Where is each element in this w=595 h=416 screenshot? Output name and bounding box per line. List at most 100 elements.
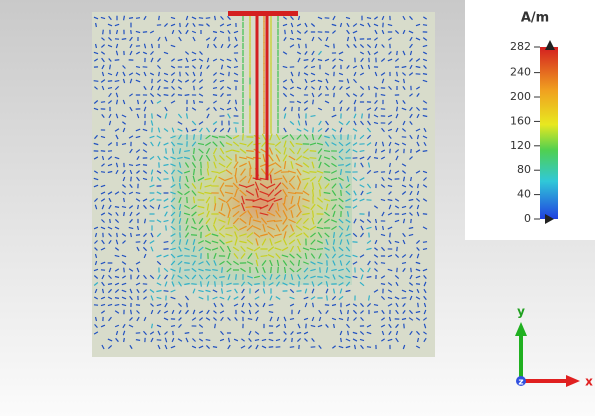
current-arrow — [115, 207, 119, 208]
current-arrow — [115, 60, 120, 61]
current-arrow — [215, 281, 216, 286]
current-arrow — [278, 267, 279, 273]
current-arrow — [205, 270, 210, 271]
current-arrow — [334, 232, 335, 238]
current-arrow — [367, 18, 371, 19]
current-arrow — [208, 162, 209, 169]
current-arrow — [369, 295, 370, 300]
current-arrow — [313, 303, 314, 307]
current-arrow — [96, 23, 97, 27]
current-arrow — [115, 298, 119, 299]
current-arrow — [108, 284, 112, 285]
current-arrow — [236, 127, 237, 132]
current-arrow — [271, 267, 272, 273]
current-arrow — [136, 235, 140, 236]
current-arrow — [355, 135, 356, 140]
current-arrow — [124, 212, 125, 216]
current-arrow — [201, 134, 202, 140]
current-arrow — [246, 151, 254, 152]
current-arrow — [341, 190, 342, 196]
current-arrow — [194, 134, 195, 139]
tick-label: 200 — [510, 90, 531, 103]
tick-label: 0 — [524, 212, 531, 225]
current-arrow — [376, 149, 377, 154]
current-arrow — [215, 324, 216, 328]
current-arrow — [213, 347, 217, 348]
current-arrow — [402, 298, 407, 299]
current-arrow — [131, 233, 132, 237]
current-arrow — [213, 95, 217, 96]
current-arrow — [101, 172, 105, 173]
current-arrow — [131, 310, 132, 315]
current-arrow — [187, 303, 188, 308]
current-arrow — [185, 333, 190, 334]
current-arrow — [108, 88, 112, 89]
current-arrow — [290, 347, 294, 348]
current-arrow — [124, 16, 125, 20]
current-arrow — [348, 317, 349, 321]
current-arrow — [178, 95, 182, 96]
field-view: A/m 28224020016012080400 y x z — [0, 0, 595, 416]
current-arrow — [341, 338, 342, 342]
current-arrow — [397, 107, 398, 111]
tick-label: 40 — [517, 188, 531, 201]
current-arrow — [115, 305, 119, 306]
current-arrow — [348, 310, 349, 314]
current-arrow — [199, 25, 204, 26]
current-arrow — [317, 249, 323, 250]
x-axis-label: x — [585, 375, 593, 389]
current-arrow — [194, 100, 195, 104]
current-arrow — [185, 95, 190, 96]
current-arrow — [191, 284, 196, 285]
current-arrow — [164, 95, 169, 96]
current-arrow — [184, 263, 189, 264]
current-arrow — [299, 72, 300, 76]
current-arrow — [143, 32, 147, 33]
tick-label: 240 — [510, 66, 531, 79]
current-arrow — [411, 177, 412, 181]
tick-label: 80 — [517, 163, 531, 176]
current-arrow — [261, 256, 268, 257]
current-arrow — [177, 144, 182, 145]
color-bar — [540, 47, 558, 219]
current-arrow — [152, 113, 153, 118]
current-arrow — [215, 16, 216, 20]
current-arrow — [310, 158, 317, 159]
current-arrow — [320, 190, 321, 197]
current-arrow — [397, 72, 398, 76]
current-arrow — [201, 162, 202, 169]
tick-label: 282 — [510, 40, 531, 53]
tick-label: 120 — [510, 139, 531, 152]
current-arrow — [311, 116, 316, 117]
current-arrow — [423, 249, 427, 250]
current-arrow — [381, 284, 385, 285]
current-arrow — [180, 176, 181, 182]
current-arrow — [423, 74, 427, 75]
current-arrow — [324, 151, 330, 152]
current-arrow — [131, 30, 132, 34]
current-arrow — [310, 151, 317, 152]
z-axis-label: z — [518, 378, 523, 388]
current-arrow — [159, 16, 160, 20]
current-arrow — [110, 219, 111, 223]
current-arrow — [94, 81, 99, 82]
current-arrow — [194, 86, 195, 90]
current-arrow — [320, 267, 321, 272]
current-arrow — [194, 148, 195, 154]
current-arrow — [317, 277, 322, 278]
current-arrow — [138, 205, 139, 209]
current-arrow — [219, 137, 225, 138]
current-arrow — [199, 102, 203, 103]
current-arrow — [423, 25, 427, 26]
current-arrow — [304, 60, 309, 61]
current-arrow — [136, 18, 140, 19]
current-arrow — [292, 338, 293, 342]
current-arrow — [418, 303, 419, 307]
current-arrow — [122, 39, 126, 40]
current-arrow — [124, 268, 125, 273]
tick-label: 160 — [510, 114, 531, 127]
current-arrow — [143, 165, 147, 166]
current-arrow — [369, 86, 370, 90]
current-arrow — [297, 333, 301, 334]
current-arrow — [309, 172, 316, 173]
